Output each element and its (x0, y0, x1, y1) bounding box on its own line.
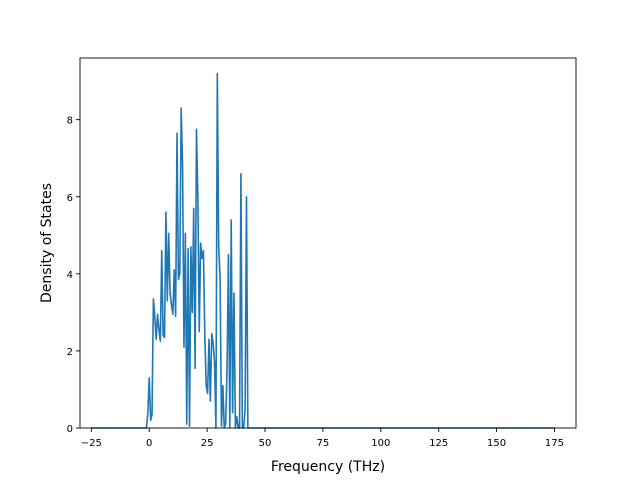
x-tick-label: 150 (487, 438, 506, 449)
x-axis-label: Frequency (THz) (271, 459, 385, 475)
x-tick-label: 75 (317, 438, 330, 449)
x-tick-label: 125 (429, 438, 448, 449)
y-axis-ticks: 0 2 4 6 8 (67, 116, 80, 435)
y-tick-label: 0 (67, 424, 73, 435)
y-tick-label: 8 (67, 116, 73, 127)
x-tick-label: 0 (146, 438, 152, 449)
x-tick-label: 100 (371, 438, 390, 449)
y-axis-label: Density of States (39, 183, 55, 303)
x-tick-label: 25 (201, 438, 214, 449)
y-tick-label: 4 (67, 270, 73, 281)
x-tick-label: 50 (259, 438, 272, 449)
axes-frame (79, 57, 577, 429)
y-tick-label: 2 (67, 347, 73, 358)
x-tick-label: 175 (545, 438, 564, 449)
x-axis-ticks: −25 0 25 50 75 100 125 150 175 (81, 428, 564, 449)
y-tick-label: 6 (67, 193, 73, 204)
x-tick-label: −25 (81, 438, 102, 449)
